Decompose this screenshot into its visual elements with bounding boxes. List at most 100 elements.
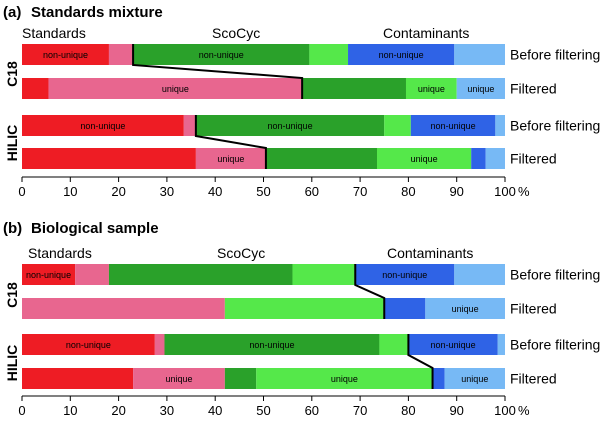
row-label: Filtered (510, 151, 557, 167)
category-header: Contaminants (383, 25, 469, 41)
x-tick-label: 30 (160, 184, 174, 199)
bar-segment (22, 115, 184, 136)
bar-segment (377, 148, 472, 169)
x-tick-label: 0 (18, 403, 25, 418)
bar-segment (195, 148, 266, 169)
connector-line (194, 115, 267, 169)
category-header: Standards (22, 25, 86, 41)
row-label: Filtered (510, 371, 557, 387)
bar-segment (265, 148, 378, 169)
bar-segment (485, 148, 505, 169)
segment-label: non-unique (249, 340, 294, 350)
bar-segment (22, 78, 49, 99)
category-header: ScoCyc (217, 245, 265, 261)
segment-label: non-unique (379, 50, 424, 60)
bar-segment (108, 44, 134, 65)
segment-label: non-unique (80, 121, 125, 131)
bar-segment (432, 368, 445, 389)
x-tick-label: 60 (305, 403, 319, 418)
x-tick-label: 90 (449, 403, 463, 418)
x-tick-label: 40 (208, 403, 222, 418)
x-tick-label: 100 (494, 403, 516, 418)
bar-segment (48, 78, 303, 99)
row-label: Before filtering (510, 267, 600, 283)
group-label: HILIC (4, 345, 20, 382)
bar-segment (108, 264, 293, 285)
bar-segment (183, 115, 196, 136)
bar-segment (133, 368, 225, 389)
bar-segment (164, 334, 380, 355)
bar-segment (22, 44, 109, 65)
category-header: Standards (28, 245, 92, 261)
segment-label: non-unique (268, 121, 313, 131)
segment-label: non-unique (66, 340, 111, 350)
bar-segment (471, 148, 486, 169)
bar-segment (256, 368, 433, 389)
x-tick-label: 70 (353, 403, 367, 418)
x-tick-label: 20 (111, 403, 125, 418)
row-label: Filtered (510, 301, 557, 317)
bar-segment (408, 334, 498, 355)
x-tick-label: 100 (494, 184, 516, 199)
bar-segment (154, 334, 165, 355)
bar-segment (384, 298, 426, 319)
row-label: Filtered (510, 81, 557, 97)
bar-segment (75, 264, 109, 285)
x-tick-label: 20 (111, 184, 125, 199)
bar-segment (133, 44, 310, 65)
bar-segment (22, 264, 76, 285)
bar-segment (495, 115, 505, 136)
bar-segment (195, 115, 385, 136)
connector-line (132, 44, 304, 99)
group-label: C18 (4, 282, 20, 308)
segment-label: unique (452, 304, 479, 314)
bar-segment (302, 78, 406, 99)
x-axis-unit: % (518, 403, 530, 418)
bar-segment (410, 115, 496, 136)
x-tick-label: 50 (256, 184, 270, 199)
bar-segment (425, 298, 505, 319)
segment-label: unique (162, 84, 189, 94)
segment-label: unique (217, 154, 244, 164)
bar-segment (405, 78, 457, 99)
x-tick-label: 40 (208, 184, 222, 199)
x-tick-label: 50 (256, 403, 270, 418)
x-tick-label: 70 (353, 184, 367, 199)
panel-label: (b) (3, 220, 22, 237)
bar-segment (454, 264, 505, 285)
category-header: ScoCyc (212, 25, 260, 41)
group-label: C18 (4, 61, 20, 87)
bar-segment (22, 368, 134, 389)
segment-label: non-unique (26, 270, 71, 280)
row-label: Before filtering (510, 118, 600, 134)
bar-segment (348, 44, 455, 65)
row-label: Before filtering (510, 337, 600, 353)
connector-line (407, 334, 434, 389)
bar-segment (22, 298, 225, 319)
bar-segment (384, 115, 411, 136)
category-header: Contaminants (387, 245, 473, 261)
segment-label: unique (411, 154, 438, 164)
x-tick-label: 10 (63, 184, 77, 199)
segment-label: unique (461, 374, 488, 384)
bar-segment (309, 44, 349, 65)
segment-label: non-unique (199, 50, 244, 60)
bar-segment (497, 334, 505, 355)
panel-title: Biological sample (31, 220, 159, 237)
bar-segment (444, 368, 505, 389)
bar-segment (456, 78, 505, 99)
segment-label: non-unique (382, 270, 427, 280)
panel-label: (a) (3, 4, 21, 21)
segment-label: unique (331, 374, 358, 384)
bar-segment (224, 298, 385, 319)
x-tick-label: 0 (18, 184, 25, 199)
x-tick-label: 80 (401, 184, 415, 199)
segment-label: unique (418, 84, 445, 94)
x-tick-label: 80 (401, 403, 415, 418)
x-tick-label: 10 (63, 403, 77, 418)
bar-segment (224, 368, 257, 389)
segment-label: non-unique (43, 50, 88, 60)
bar-segment (22, 334, 155, 355)
segment-label: unique (467, 84, 494, 94)
